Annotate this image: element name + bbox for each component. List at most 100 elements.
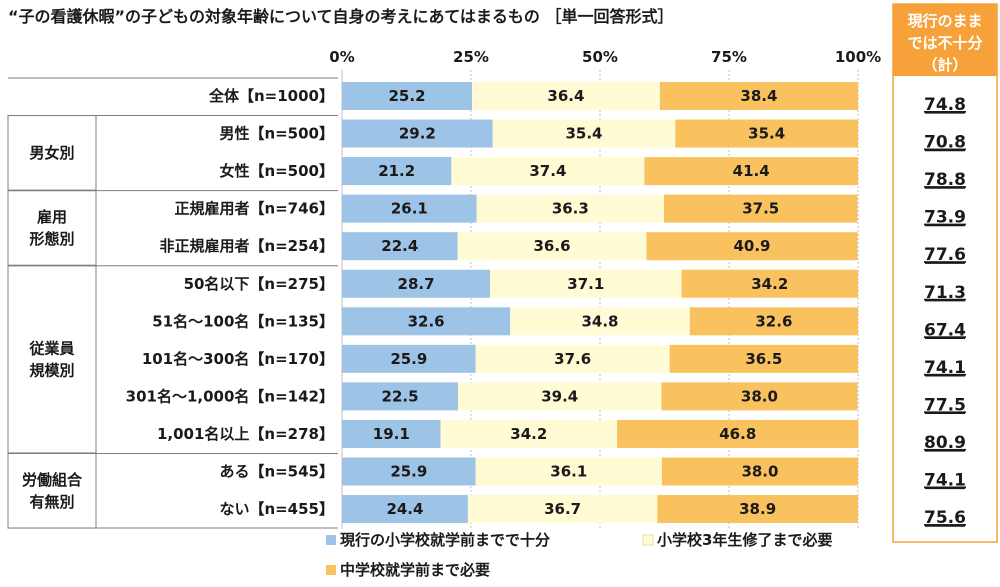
x-tick-label: 0% xyxy=(329,48,354,66)
group-box xyxy=(7,115,97,191)
x-tick-label: 75% xyxy=(711,48,747,66)
bar-segment xyxy=(476,194,664,223)
bar-segment xyxy=(663,194,858,223)
chart-title: “子の看護休暇”の子どもの対象年齢について自身の考えにあてはまるもの ［単一回答… xyxy=(8,7,673,26)
bar-segment xyxy=(617,419,859,448)
row-label: 1,001名以上【n=278】 xyxy=(157,425,334,443)
group-label: 有無別 xyxy=(29,493,74,511)
bar-segment xyxy=(342,157,452,186)
data-label: 36.7 xyxy=(544,500,581,518)
side-panel-header-text: では不十分 xyxy=(907,34,982,52)
data-label: 38.4 xyxy=(740,87,777,105)
data-label: 46.8 xyxy=(719,425,756,443)
side-panel-value: 71.3 xyxy=(924,283,966,303)
bar-segment xyxy=(659,82,858,110)
row-label: 101名～300名【n=170】 xyxy=(142,350,334,368)
bar-segment xyxy=(657,495,858,524)
side-panel-value: 77.6 xyxy=(924,245,966,265)
x-tick-label: 50% xyxy=(582,48,618,66)
legend-label: 現行の小学校就学前までで十分 xyxy=(340,531,550,549)
data-label: 36.4 xyxy=(547,87,584,105)
group-label: 従業員 xyxy=(28,339,74,357)
bar-segment xyxy=(467,495,658,524)
data-label: 38.0 xyxy=(741,387,778,405)
group-label: 男女別 xyxy=(29,144,74,162)
bar-segment xyxy=(342,382,459,411)
data-label: 38.0 xyxy=(741,463,778,481)
data-label: 40.9 xyxy=(733,237,770,255)
row-label: 全体【n=1000】 xyxy=(208,87,334,105)
bar-segment xyxy=(681,269,858,298)
group-label: 雇用 xyxy=(37,208,67,226)
side-panel-value: 67.4 xyxy=(924,320,966,340)
bar-segment xyxy=(492,119,676,148)
bar-segment xyxy=(342,119,493,148)
row-labels: 全体【n=1000】男性【n=500】女性【n=500】正規雇用者【n=746】… xyxy=(126,87,334,518)
legend-swatch xyxy=(642,534,654,546)
legend-swatch xyxy=(326,565,336,575)
side-panel-value: 70.8 xyxy=(924,133,966,153)
bar-segment xyxy=(342,194,477,223)
side-panel-header-text: （計） xyxy=(922,56,967,74)
bar-segment xyxy=(342,232,458,261)
legend-swatch xyxy=(326,535,336,545)
side-panel-value: 74.1 xyxy=(924,471,966,491)
data-label: 25.2 xyxy=(389,87,426,105)
row-label: 50名以下【n=275】 xyxy=(184,275,334,293)
group-box xyxy=(7,265,97,454)
data-label: 35.4 xyxy=(748,125,785,143)
data-label: 37.1 xyxy=(567,275,604,293)
data-label: 36.5 xyxy=(745,350,782,368)
data-label: 37.4 xyxy=(529,162,566,180)
data-label: 38.9 xyxy=(739,500,776,518)
legend-label: 中学校就学前まで必要 xyxy=(340,561,490,579)
bar-segment xyxy=(646,232,858,261)
data-label: 25.9 xyxy=(390,463,427,481)
row-label: ない【n=455】 xyxy=(219,500,334,518)
bar-segment xyxy=(661,382,858,411)
bars: 25.2 36.4 38.4 29.2 35.4 35.4 21.2 37.4 41.4 26.1… xyxy=(342,82,859,524)
bar-segment xyxy=(342,457,476,486)
side-panel-border xyxy=(892,3,998,543)
bar-segment xyxy=(342,495,468,524)
data-label: 22.5 xyxy=(382,387,419,405)
data-label: 34.2 xyxy=(751,275,788,293)
data-label: 41.4 xyxy=(733,162,770,180)
bar-segment xyxy=(644,157,858,186)
data-label: 25.9 xyxy=(390,350,427,368)
row-label: 正規雇用者【n=746】 xyxy=(174,200,334,218)
data-label: 36.6 xyxy=(534,237,571,255)
row-label: 301名～1,000名【n=142】 xyxy=(126,387,334,405)
bar-segment xyxy=(661,457,858,486)
bar-segment xyxy=(342,344,476,373)
bar-segment xyxy=(689,307,858,336)
data-label: 19.1 xyxy=(373,425,410,443)
row-label: 非正規雇用者【n=254】 xyxy=(159,237,334,255)
bar-segment xyxy=(342,269,491,298)
side-panel-value: 77.5 xyxy=(924,395,966,415)
bar-segment xyxy=(510,307,690,336)
bar-segment xyxy=(675,119,858,148)
data-label: 36.1 xyxy=(550,463,587,481)
x-tick-label: 100% xyxy=(835,48,881,66)
side-panel-value: 78.8 xyxy=(924,170,966,190)
data-label: 34.8 xyxy=(581,312,618,330)
data-label: 39.4 xyxy=(541,387,578,405)
side-panel-value: 73.9 xyxy=(924,208,966,228)
side-panel-header xyxy=(893,4,997,76)
bar-segment xyxy=(342,419,441,448)
bar-segment xyxy=(669,344,858,373)
data-label: 22.4 xyxy=(381,237,418,255)
side-panel-value: 74.1 xyxy=(924,358,966,378)
row-label: 女性【n=500】 xyxy=(219,162,334,180)
data-label: 21.2 xyxy=(378,162,415,180)
data-label: 37.6 xyxy=(554,350,591,368)
x-axis-ticks: 0% 25% 50% 75% 100% xyxy=(329,48,881,66)
bar-segment xyxy=(490,269,682,298)
bar-segment xyxy=(475,457,662,486)
row-label: ある【n=545】 xyxy=(219,463,334,481)
data-label: 37.5 xyxy=(742,200,779,218)
